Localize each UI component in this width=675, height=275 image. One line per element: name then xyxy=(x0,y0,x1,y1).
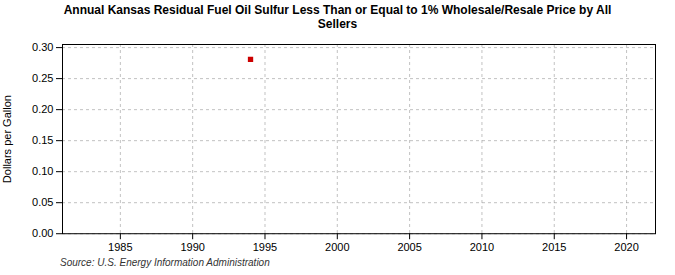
svg-text:1985: 1985 xyxy=(108,240,132,252)
svg-text:0.00: 0.00 xyxy=(32,227,53,239)
svg-text:Dollars per Gallon: Dollars per Gallon xyxy=(1,95,13,183)
html-text:Annual Kansas Residual Fuel Oi: Annual Kansas Residual Fuel Oil Sulfur L… xyxy=(63,3,612,32)
svg-text:0.25: 0.25 xyxy=(32,72,53,84)
svg-text:2015: 2015 xyxy=(542,240,566,252)
svg-text:0.30: 0.30 xyxy=(32,41,53,53)
svg-text:1995: 1995 xyxy=(253,240,277,252)
html-text:Source: U.S. Energy Informatio: Source: U.S. Energy Information Administ… xyxy=(60,257,270,268)
svg-text:2020: 2020 xyxy=(614,240,638,252)
svg-text:2000: 2000 xyxy=(325,240,349,252)
svg-text:0.05: 0.05 xyxy=(32,196,53,208)
svg-text:2010: 2010 xyxy=(470,240,494,252)
svg-text:0.10: 0.10 xyxy=(32,165,53,177)
svg-text:0.15: 0.15 xyxy=(32,134,53,146)
svg-text:0.20: 0.20 xyxy=(32,103,53,115)
svg-text:2005: 2005 xyxy=(397,240,421,252)
svg-text:1990: 1990 xyxy=(180,240,204,252)
